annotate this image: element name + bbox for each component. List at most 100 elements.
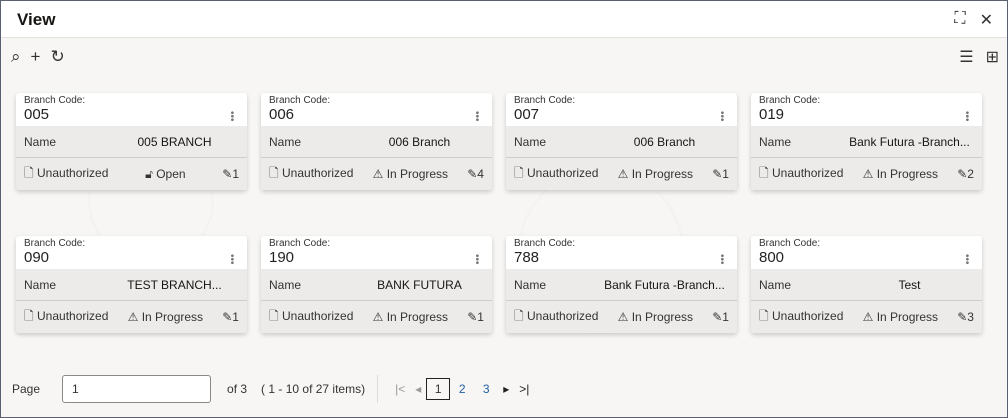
page-label: Page <box>12 382 41 396</box>
edit-icon: ✎ <box>222 167 233 181</box>
branch-card[interactable]: Branch Code: 019 ••• Name Bank Futura -B… <box>751 93 982 190</box>
page-count: of 3 <box>227 382 248 396</box>
first-page-icon[interactable]: |< <box>395 382 406 396</box>
edit-count[interactable]: ✎1 <box>712 167 729 181</box>
list-view-icon[interactable]: ☰ <box>959 49 974 66</box>
branch-name: Bank Futura -Branch... <box>604 277 725 292</box>
edit-count[interactable]: ✎2 <box>957 167 974 181</box>
refresh-icon[interactable]: ↻ <box>50 47 65 66</box>
edit-count[interactable]: ✎1 <box>222 310 239 324</box>
document-icon: 🗋︎ <box>269 308 279 323</box>
auth-status-text: Unauthorized <box>37 165 109 180</box>
warning-icon: ⚠ <box>862 167 874 181</box>
warning-icon: ⚠ <box>372 310 384 324</box>
auth-status: 🗋︎ Unauthorized <box>269 307 353 328</box>
minimize-icon[interactable]: ⛶ <box>954 10 966 27</box>
branch-card[interactable]: Branch Code: 800 ••• Name Test 🗋︎ Unauth… <box>751 236 982 333</box>
branch-code-label: Branch Code: <box>24 95 86 106</box>
edit-count-text: 1 <box>722 167 729 181</box>
record-status: 🔓︎ Open <box>145 167 185 182</box>
branch-code-label: Branch Code: <box>514 95 576 106</box>
branch-card[interactable]: Branch Code: 788 ••• Name Bank Futura -B… <box>506 236 737 333</box>
record-status: ⚠ In Progress <box>618 310 693 324</box>
more-options-icon[interactable]: ••• <box>471 111 482 122</box>
pagination: Page 1 of 3 ( 1 - 10 of 27 items) |< ◂ 1… <box>1 363 1007 415</box>
auth-status-text: Unauthorized <box>772 165 844 180</box>
toolbar: ⌕ + ↻ <box>11 47 65 67</box>
name-label: Name <box>514 277 547 292</box>
auth-status-text: Unauthorized <box>527 308 599 323</box>
branch-name: 006 Branch <box>388 134 451 149</box>
page-2-button[interactable]: 2 <box>458 382 466 396</box>
record-status-text: In Progress <box>631 310 694 324</box>
auth-status: 🗋︎ Unauthorized <box>759 307 843 328</box>
document-icon: 🗋︎ <box>759 308 769 323</box>
auth-status: 🗋︎ Unauthorized <box>514 164 598 185</box>
more-options-icon[interactable]: ••• <box>716 254 727 265</box>
warning-icon: ⚠ <box>127 310 139 324</box>
branch-card[interactable]: Branch Code: 006 ••• Name 006 Branch 🗋︎ … <box>261 93 492 190</box>
more-options-icon[interactable]: ••• <box>961 111 972 122</box>
branch-card[interactable]: Branch Code: 090 ••• Name TEST BRANCH...… <box>16 236 247 333</box>
add-icon[interactable]: + <box>30 47 41 66</box>
items-range: ( 1 - 10 of 27 items) <box>261 382 366 396</box>
auth-status-text: Unauthorized <box>282 165 354 180</box>
page-3-button[interactable]: 3 <box>482 382 490 396</box>
document-icon: 🗋︎ <box>759 165 769 180</box>
document-icon: 🗋︎ <box>269 165 279 180</box>
document-icon: 🗋︎ <box>514 308 524 323</box>
auth-status-text: Unauthorized <box>37 308 109 323</box>
auth-status: 🗋︎ Unauthorized <box>514 307 598 328</box>
more-options-icon[interactable]: ••• <box>716 111 727 122</box>
branch-name: 006 Branch <box>633 134 696 149</box>
branch-code: 007 <box>514 106 540 123</box>
auth-status-text: Unauthorized <box>772 308 844 323</box>
document-icon: 🗋︎ <box>514 165 524 180</box>
window-title: View <box>17 10 56 29</box>
prev-page-icon[interactable]: ◂ <box>415 382 422 396</box>
edit-count-text: 3 <box>967 310 974 324</box>
close-icon[interactable]: ✕ <box>979 12 993 29</box>
last-page-icon[interactable]: >| <box>519 382 530 396</box>
more-options-icon[interactable]: ••• <box>226 254 237 265</box>
branch-name: BANK FUTURA <box>377 277 462 292</box>
page-1-button[interactable]: 1 <box>426 378 451 400</box>
record-status: ⚠ In Progress <box>373 167 448 181</box>
more-options-icon[interactable]: ••• <box>226 111 237 122</box>
branch-card[interactable]: Branch Code: 190 ••• Name BANK FUTURA 🗋︎… <box>261 236 492 333</box>
name-label: Name <box>514 134 547 149</box>
auth-status-text: Unauthorized <box>527 165 599 180</box>
edit-count[interactable]: ✎1 <box>222 167 239 181</box>
branch-code-label: Branch Code: <box>269 238 331 249</box>
branch-card[interactable]: Branch Code: 007 ••• Name 006 Branch 🗋︎ … <box>506 93 737 190</box>
name-label: Name <box>759 277 792 292</box>
grid-view-icon[interactable]: ⊞ <box>985 49 999 66</box>
next-page-icon[interactable]: ▸ <box>503 382 510 396</box>
record-status-text: In Progress <box>141 310 204 324</box>
branch-code-label: Branch Code: <box>759 95 821 106</box>
name-label: Name <box>24 134 57 149</box>
branch-code: 800 <box>759 249 785 266</box>
edit-count[interactable]: ✎4 <box>467 167 484 181</box>
more-options-icon[interactable]: ••• <box>961 254 972 265</box>
edit-count[interactable]: ✎1 <box>712 310 729 324</box>
document-icon: 🗋︎ <box>24 308 34 323</box>
warning-icon: ⚠ <box>617 167 629 181</box>
branch-card[interactable]: Branch Code: 005 ••• Name 005 BRANCH 🗋︎ … <box>16 93 247 190</box>
edit-count[interactable]: ✎1 <box>467 310 484 324</box>
edit-count[interactable]: ✎3 <box>957 310 974 324</box>
search-icon[interactable]: ⌕ <box>11 47 21 66</box>
name-label: Name <box>759 134 792 149</box>
record-status-text: In Progress <box>876 310 939 324</box>
edit-count-text: 1 <box>232 310 239 324</box>
more-options-icon[interactable]: ••• <box>471 254 482 265</box>
edit-icon: ✎ <box>957 167 968 181</box>
unlock-icon: 🔓︎ <box>145 166 153 181</box>
edit-count-text: 1 <box>477 310 484 324</box>
branch-name: Bank Futura -Branch... <box>849 134 970 149</box>
edit-count-text: 4 <box>477 167 484 181</box>
edit-icon: ✎ <box>222 310 233 324</box>
record-status: ⚠ In Progress <box>618 167 693 181</box>
page-input[interactable]: 1 <box>62 375 212 403</box>
